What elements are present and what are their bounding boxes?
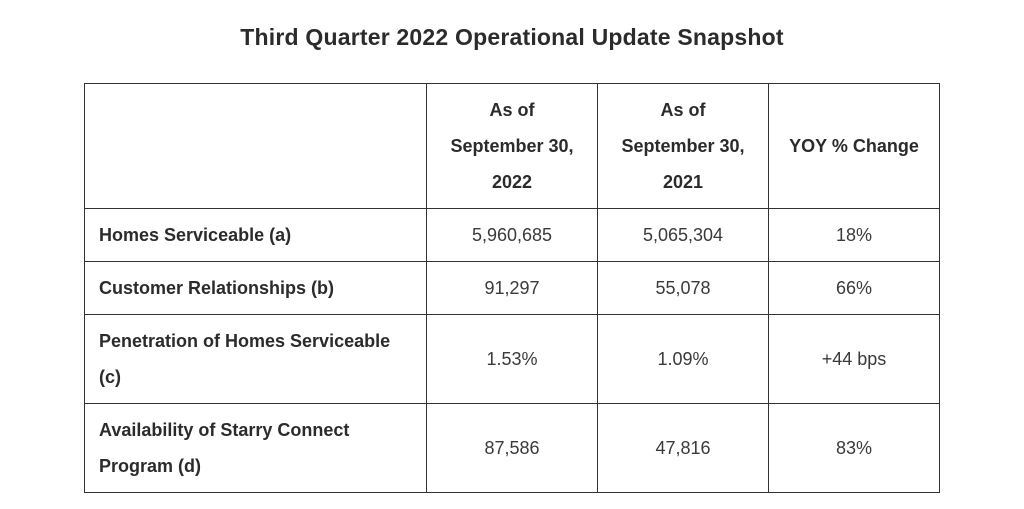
metric-yoy-change: 18% bbox=[769, 209, 940, 262]
col-header-2022: As of September 30, 2022 bbox=[427, 84, 598, 209]
metric-yoy-change: 66% bbox=[769, 262, 940, 315]
page: Third Quarter 2022 Operational Update Sn… bbox=[0, 0, 1024, 509]
metric-label: Availability of Starry Connect Program (… bbox=[85, 404, 427, 493]
page-title: Third Quarter 2022 Operational Update Sn… bbox=[84, 24, 940, 51]
metric-label: Customer Relationships (b) bbox=[85, 262, 427, 315]
metric-value-2022: 91,297 bbox=[427, 262, 598, 315]
table-row: Availability of Starry Connect Program (… bbox=[85, 404, 940, 493]
metric-value-2021: 47,816 bbox=[598, 404, 769, 493]
metric-yoy-change: +44 bps bbox=[769, 315, 940, 404]
metric-value-2022: 1.53% bbox=[427, 315, 598, 404]
metric-value-2021: 5,065,304 bbox=[598, 209, 769, 262]
col-header-metric bbox=[85, 84, 427, 209]
col-header-2021: As of September 30, 2021 bbox=[598, 84, 769, 209]
col-header-yoy-change: YOY % Change bbox=[769, 84, 940, 209]
table-row: Homes Serviceable (a) 5,960,685 5,065,30… bbox=[85, 209, 940, 262]
metric-value-2022: 87,586 bbox=[427, 404, 598, 493]
metric-yoy-change: 83% bbox=[769, 404, 940, 493]
operational-snapshot-table: As of September 30, 2022 As of September… bbox=[84, 83, 940, 493]
table-row: Penetration of Homes Serviceable (c) 1.5… bbox=[85, 315, 940, 404]
table-row: Customer Relationships (b) 91,297 55,078… bbox=[85, 262, 940, 315]
metric-label: Penetration of Homes Serviceable (c) bbox=[85, 315, 427, 404]
metric-value-2021: 55,078 bbox=[598, 262, 769, 315]
metric-value-2022: 5,960,685 bbox=[427, 209, 598, 262]
metric-value-2021: 1.09% bbox=[598, 315, 769, 404]
table-header-row: As of September 30, 2022 As of September… bbox=[85, 84, 940, 209]
metric-label: Homes Serviceable (a) bbox=[85, 209, 427, 262]
